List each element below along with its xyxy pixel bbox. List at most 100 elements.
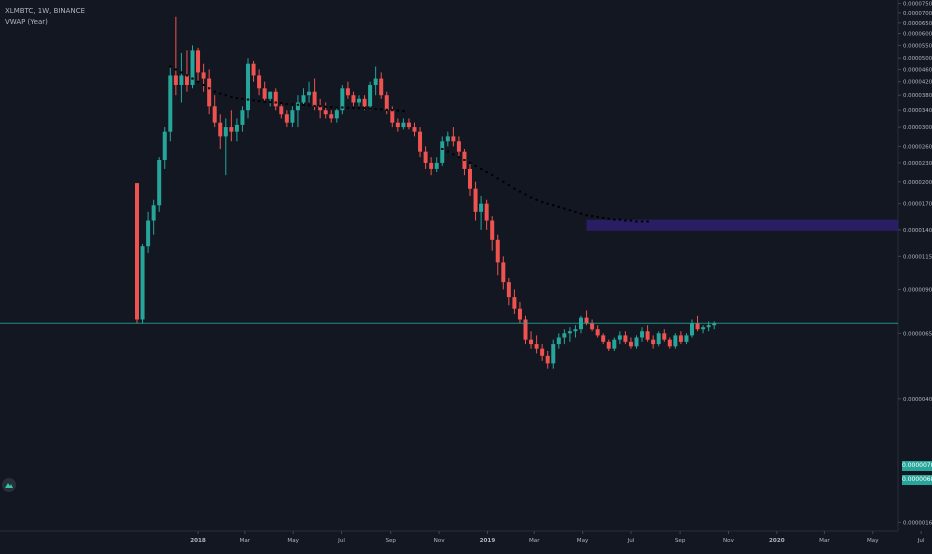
x-tick-label: May [287,538,299,544]
candle-body [440,141,445,163]
candle-body [379,78,384,96]
x-tick-label: Jul [627,538,635,544]
candle-body [373,78,378,85]
x-tick-label: Jul [337,538,345,544]
vwap-point [468,161,472,164]
vwap-point [169,65,172,68]
vwap-point [346,106,350,109]
candle-body [456,141,461,152]
vwap-point [568,209,572,212]
x-tick-label: Jul [917,538,925,544]
candle-body [307,91,312,96]
vwap-point [496,177,499,180]
candle-body [279,106,284,115]
candle-body [706,325,711,328]
x-tick-label: May [867,538,879,544]
candle-body [612,339,617,349]
vwap-point [646,220,649,223]
candle-body [468,168,472,189]
vwap-point [235,97,239,100]
candle-body [562,333,567,338]
candle-body [201,72,206,79]
vwap-point [391,109,394,112]
symbol-title[interactable]: XLMBTC, 1W, BINANCE [5,7,86,15]
candle-body [690,323,694,336]
vwap-point [330,106,333,109]
candle-body [584,317,589,324]
vwap-point [596,215,599,218]
candles [135,16,717,369]
x-tick-label: Mar [819,538,830,544]
indicator-legend[interactable]: VWAP (Year) [5,18,48,26]
candle-body [590,323,595,330]
candle-body [551,344,556,364]
candle-body [606,341,611,349]
x-axis[interactable]: 2018 Mar May Jul Sep Nov 2019 Mar May Jul Sep Nov 20… [190,531,932,544]
vwap-point [402,110,405,113]
candle-body [445,136,450,142]
tradingview-logo-icon[interactable] [2,478,16,492]
candle-body [640,331,645,338]
vwap-point [219,92,222,95]
vwap-point [441,148,444,151]
candle-body [651,339,656,345]
candle-body [667,339,672,347]
x-tick-label: Sep [385,538,396,544]
candle-body [351,95,356,103]
candle-body [656,333,661,345]
logo-glyph-icon [5,483,13,488]
vwap-point [474,164,477,167]
candle-body [695,323,700,330]
vwap-point [263,100,266,103]
vwap-point [607,217,610,220]
vwap-point [485,171,488,174]
vwap-point [635,220,638,223]
candle-body [451,136,456,142]
vwap-point [357,107,361,110]
vwap-point [341,106,344,109]
candle-body [401,122,406,128]
vwap-point [629,219,633,222]
candle-body [323,110,328,115]
candle-body [135,183,139,320]
x-tick-label: Mar [240,538,251,544]
resistance-zone-box [586,219,898,231]
vwap-series [169,65,649,223]
candle-body [162,131,167,161]
vwap-point [491,174,494,177]
vwap-point [380,108,383,111]
candle-body [617,335,622,340]
candle-body [318,106,323,111]
candle-body [623,335,628,342]
candle-body [523,319,528,340]
vwap-point [557,205,560,208]
vwap-point [590,215,594,218]
candle-body [390,110,395,123]
candle-body [262,88,267,99]
vwap-point [624,219,627,222]
vwap-point [185,74,189,77]
candle-body [634,337,639,347]
candle-body [146,220,151,247]
candle-body [673,335,678,347]
vwap-point [535,198,538,201]
candle-body [157,160,162,206]
candle-body [345,88,350,96]
candle-body [540,348,545,356]
candle-body [168,75,173,132]
candle-body [218,122,223,137]
candle-body [234,124,239,132]
candle-body [362,98,367,107]
vwap-point [502,180,505,183]
x-tick-label: 2019 [480,538,496,544]
